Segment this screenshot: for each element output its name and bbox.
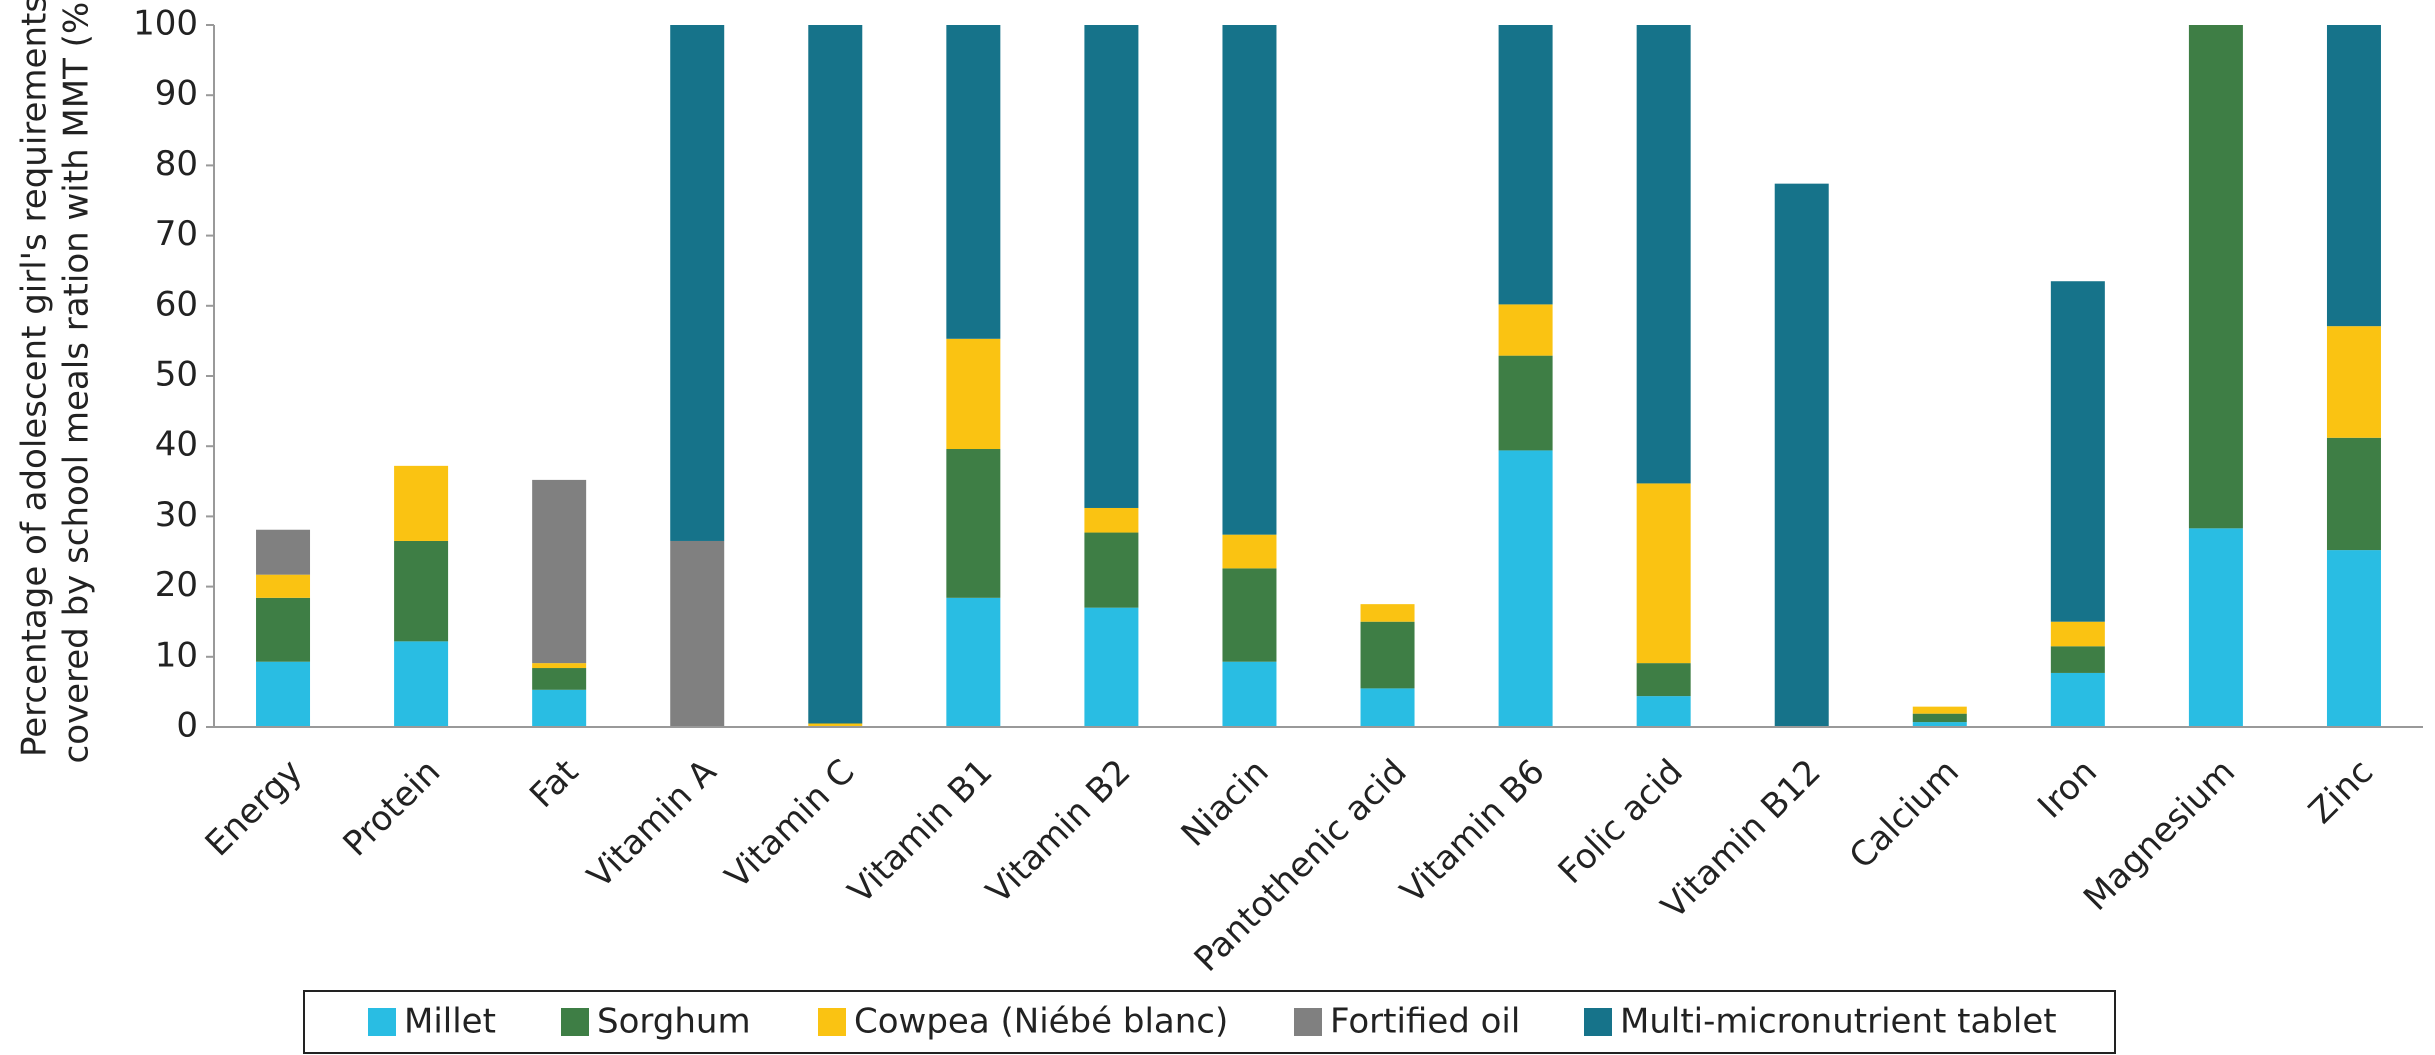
bar-segment (532, 668, 587, 690)
y-tick-label: 10 (155, 635, 198, 675)
bar-segment (1912, 706, 1967, 714)
x-tick-label: Iron (2030, 752, 2105, 827)
bar-segment (1222, 25, 1277, 535)
bar-segment (2326, 437, 2381, 551)
bar-segment (256, 574, 311, 598)
y-tick-label: 20 (155, 565, 198, 605)
legend-label: Cowpea (Niébé blanc) (854, 1002, 1228, 1042)
bar-segment (1084, 607, 1139, 727)
y-tick-label: 60 (155, 284, 198, 324)
x-tick-label: Vitamin B2 (979, 752, 1139, 912)
bar-segment (2050, 621, 2105, 647)
bar-segment (2326, 550, 2381, 727)
x-tick-label: Vitamin B1 (841, 752, 1001, 912)
bar-segment (256, 597, 311, 662)
bar-segment (532, 689, 587, 727)
bar-segment (1636, 483, 1691, 664)
bar-segment (1774, 183, 1829, 728)
bar-segment (946, 25, 1001, 339)
x-tick-label: Vitamin C (718, 752, 863, 897)
y-axis-label: covered by school meals ration with MMT … (57, 0, 97, 764)
y-tick-label: 40 (155, 425, 198, 465)
bar-segment (670, 25, 725, 541)
x-tick-label: Niacin (1174, 752, 1277, 855)
bar-segment (1360, 621, 1415, 689)
bar-segment (2188, 528, 2243, 727)
x-tick-label: Folic acid (1551, 752, 1691, 892)
y-tick-label: 70 (155, 214, 198, 254)
y-tick-label: 90 (155, 74, 198, 114)
bar-segment (394, 540, 449, 642)
bar-segment (2050, 672, 2105, 727)
legend-swatch (561, 1008, 589, 1036)
bar-segment (1360, 688, 1415, 727)
legend-swatch (1294, 1008, 1322, 1036)
bar-segment (1498, 450, 1553, 727)
bar-segment (2050, 281, 2105, 622)
bar-segment (808, 25, 863, 724)
bar-segment (1636, 696, 1691, 727)
y-tick-label: 30 (155, 495, 198, 535)
bar-segment (1222, 534, 1277, 569)
x-tick-label: Zinc (2301, 752, 2381, 832)
legend-box (303, 990, 2116, 1054)
bar-segment (2188, 25, 2243, 529)
bar-segment (1498, 304, 1553, 356)
y-tick-label: 0 (176, 706, 198, 746)
y-axis-label: Percentage of adolescent girl's requirem… (15, 0, 55, 757)
bar-segment (1222, 568, 1277, 662)
bar-segment (256, 661, 311, 727)
bar-segment (946, 449, 1001, 598)
legend-swatch (1584, 1008, 1612, 1036)
legend-label: Millet (404, 1002, 496, 1042)
bar-segment (2050, 646, 2105, 673)
bar-segment (1084, 25, 1139, 508)
bar-segment (2326, 25, 2381, 327)
bar-segment (2326, 326, 2381, 438)
bar-segment (256, 529, 311, 575)
bar-segment (394, 641, 449, 727)
bar-segment (1636, 25, 1691, 484)
bar-segment (1498, 25, 1553, 305)
legend-label: Sorghum (597, 1002, 751, 1042)
bar-segment (1912, 722, 1967, 727)
x-tick-label: Vitamin A (580, 752, 724, 896)
x-tick-label: Protein (336, 752, 449, 865)
x-tick-label: Calcium (1842, 752, 1967, 877)
legend-swatch (818, 1008, 846, 1036)
bar-segment (1222, 661, 1277, 727)
bar-segment (1084, 532, 1139, 608)
bar-segment (1084, 507, 1139, 533)
bar-segment (1636, 663, 1691, 697)
legend-label: Fortified oil (1330, 1002, 1520, 1042)
bar-segment (394, 465, 449, 541)
bar-segment (1498, 355, 1553, 451)
bar-segment (1912, 713, 1967, 723)
bar-segment (946, 338, 1001, 450)
legend-swatch (368, 1008, 396, 1036)
x-tick-label: Vitamin B6 (1393, 752, 1553, 912)
bar-segment (532, 479, 587, 664)
x-tick-label: Energy (198, 752, 310, 864)
x-tick-label: Fat (522, 752, 586, 816)
y-tick-label: 50 (155, 355, 198, 395)
y-tick-label: 100 (133, 4, 198, 44)
bar-segment (670, 540, 725, 727)
y-tick-label: 80 (155, 144, 198, 184)
bar-segment (532, 663, 587, 669)
bar-segment (946, 597, 1001, 727)
bar-segment (1360, 604, 1415, 622)
legend-label: Multi-micronutrient tablet (1620, 1002, 2057, 1042)
bar-segment (808, 723, 863, 727)
